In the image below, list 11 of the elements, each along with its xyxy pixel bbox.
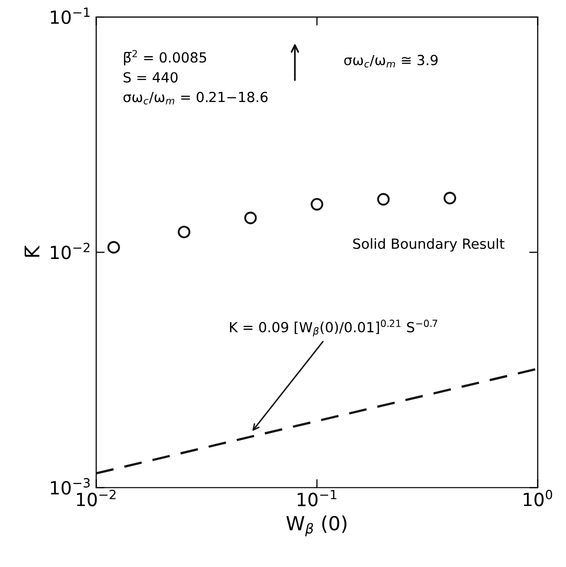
y-tick-label: 10$^{−1}$ — [50, 8, 90, 24]
annotation: Solid Boundary Result — [353, 238, 504, 252]
x-tick-label: 10$^{0}$ — [524, 490, 552, 506]
annotation: σω$_{c}$/ω$_{m}$ ≅ 3.9 — [344, 54, 438, 68]
x-tick-label: 10$^{−2}$ — [76, 490, 116, 506]
x-axis-title: W$_{β}$ (0) — [286, 516, 346, 536]
x-tick-label: 10$^{−1}$ — [298, 490, 336, 506]
y-tick-label: 10$^{−2}$ — [50, 242, 90, 260]
y-axis-title: K̅ — [24, 246, 40, 257]
annotation: K = 0.09 [W$_{β}$(0)/0.01]$^{0.21}$ S$^{−0.7}$ — [230, 320, 438, 337]
text: β̅$^{2}$ = 0.0085 S = 440 σω$_{c}$/ω$_{m}$ = 0.21−18.6 — [123, 50, 268, 104]
